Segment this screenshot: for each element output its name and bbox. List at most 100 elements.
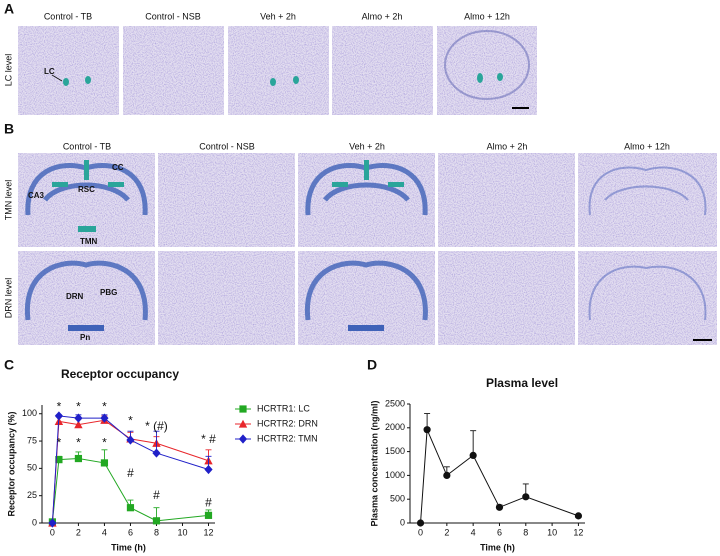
annotation: * <box>102 399 107 413</box>
column-header: Veh + 2h <box>260 11 296 21</box>
marker <box>204 511 213 519</box>
column-header: Control - TB <box>44 11 92 21</box>
panel-label: D <box>367 357 377 373</box>
region-label: Pn <box>80 333 90 342</box>
annotation: # <box>127 466 134 480</box>
x-tick-label: 0 <box>418 527 423 537</box>
marker <box>416 519 425 527</box>
x-tick-label: 4 <box>102 527 107 537</box>
x-tick-label: 6 <box>497 527 502 537</box>
y-tick-label: 2000 <box>385 422 405 432</box>
y-tick-label: 2500 <box>385 398 405 408</box>
column-header: Control - NSB <box>145 11 201 21</box>
marker <box>204 464 213 475</box>
y-axis-label: Plasma concentration (ng/ml) <box>369 400 379 526</box>
marker <box>574 512 583 520</box>
y-tick-label: 100 <box>22 408 37 418</box>
x-tick-label: 8 <box>154 527 159 537</box>
marker <box>126 435 135 445</box>
chart-title: Plasma level <box>486 376 558 390</box>
marker <box>423 426 431 434</box>
marker <box>495 503 504 511</box>
column-header: Almo + 12h <box>624 141 670 151</box>
column-header: Control - NSB <box>199 141 255 151</box>
x-tick-label: 6 <box>128 527 133 537</box>
marker <box>55 456 63 464</box>
annotation: * <box>102 435 107 449</box>
y-tick-label: 1500 <box>385 446 405 456</box>
y-tick-label: 0 <box>32 517 37 527</box>
marker <box>74 420 83 429</box>
legend-label: HCRTR1: LC <box>257 403 310 413</box>
annotation: * # <box>201 432 216 446</box>
marker <box>239 405 247 413</box>
marker <box>152 517 161 525</box>
row-label: DRN level <box>3 278 13 319</box>
region-label: TMN <box>80 237 98 246</box>
marker <box>443 471 451 479</box>
annotation: # <box>205 496 212 510</box>
region-label: CC <box>112 163 124 172</box>
x-tick-label: 2 <box>76 527 81 537</box>
marker <box>74 413 83 423</box>
column-header: Veh + 2h <box>349 141 385 151</box>
annotation: * <box>57 399 62 413</box>
x-axis-label: Time (h) <box>480 542 515 552</box>
column-header: Almo + 2h <box>487 141 528 151</box>
legend-label: HCRTR2: DRN <box>257 418 318 428</box>
chart-title: Receptor occupancy <box>61 367 179 381</box>
legend-label: HCRTR2: TMN <box>257 433 318 443</box>
marker <box>54 411 64 421</box>
x-tick-label: 4 <box>471 527 476 537</box>
region-label: RSC <box>78 185 95 194</box>
marker <box>126 504 135 512</box>
marker <box>100 459 109 467</box>
panel-label: C <box>4 357 14 373</box>
marker <box>152 448 161 458</box>
x-tick-label: 12 <box>203 527 213 537</box>
column-header: Almo + 2h <box>362 11 403 21</box>
region-label: PBG <box>100 288 117 297</box>
x-tick-label: 10 <box>547 527 557 537</box>
y-tick-label: 1000 <box>385 470 405 480</box>
x-tick-label: 2 <box>444 527 449 537</box>
column-header: Almo + 12h <box>464 11 510 21</box>
region-label: CA3 <box>28 191 45 200</box>
annotation: * <box>76 399 81 413</box>
row-label: LC level <box>3 54 13 87</box>
y-tick-label: 25 <box>27 490 37 500</box>
marker <box>100 413 109 423</box>
x-tick-label: 0 <box>50 527 55 537</box>
x-tick-label: 12 <box>573 527 583 537</box>
annotation: * (#) <box>145 419 168 433</box>
annotation: # <box>153 488 160 502</box>
y-tick-label: 500 <box>390 494 405 504</box>
annotation: * <box>128 414 133 428</box>
column-header: Control - TB <box>63 141 111 151</box>
row-label: TMN level <box>3 180 13 221</box>
x-tick-label: 10 <box>177 527 187 537</box>
marker <box>522 493 530 501</box>
annotation: * <box>76 435 81 449</box>
annotation: * <box>57 435 62 449</box>
region-label: DRN <box>66 292 84 301</box>
marker <box>469 451 477 460</box>
y-tick-label: 50 <box>27 463 37 473</box>
marker <box>238 434 248 444</box>
y-tick-label: 75 <box>27 435 37 445</box>
error-bar <box>470 430 477 456</box>
y-axis-label: Receptor occupancy (%) <box>6 411 16 516</box>
marker <box>74 454 83 463</box>
panel-a-images <box>18 26 537 115</box>
panel-b-images <box>18 153 717 345</box>
y-tick-label: 0 <box>400 517 405 527</box>
panel-label: B <box>4 121 14 137</box>
marker <box>48 518 57 528</box>
x-tick-label: 8 <box>523 527 528 537</box>
marker <box>238 419 248 428</box>
region-label: LC <box>44 67 55 76</box>
x-axis-label: Time (h) <box>111 542 146 552</box>
panel-label: A <box>4 1 14 17</box>
